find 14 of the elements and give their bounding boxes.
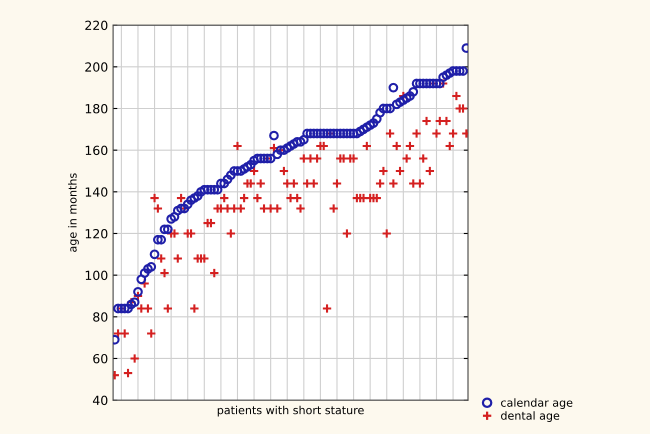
y-axis-title: age in months bbox=[68, 173, 79, 252]
y-tick-label: 80 bbox=[93, 312, 108, 322]
y-tick-label: 40 bbox=[92, 396, 108, 406]
y-tick-label: 220 bbox=[85, 20, 108, 30]
y-tick-label: 200 bbox=[85, 62, 108, 72]
y-tick-label: 100 bbox=[86, 270, 108, 280]
y-tick-label: 180 bbox=[86, 104, 108, 114]
x-axis-title: patients with short stature bbox=[218, 406, 364, 416]
y-tick-label: 160 bbox=[86, 146, 108, 156]
legend-label: dental age bbox=[501, 411, 560, 422]
y-tick-label: 60 bbox=[93, 354, 108, 364]
y-tick-label: 120 bbox=[86, 228, 108, 238]
legend-label: calendar age bbox=[501, 398, 572, 409]
y-tick-label: 140 bbox=[86, 187, 108, 197]
